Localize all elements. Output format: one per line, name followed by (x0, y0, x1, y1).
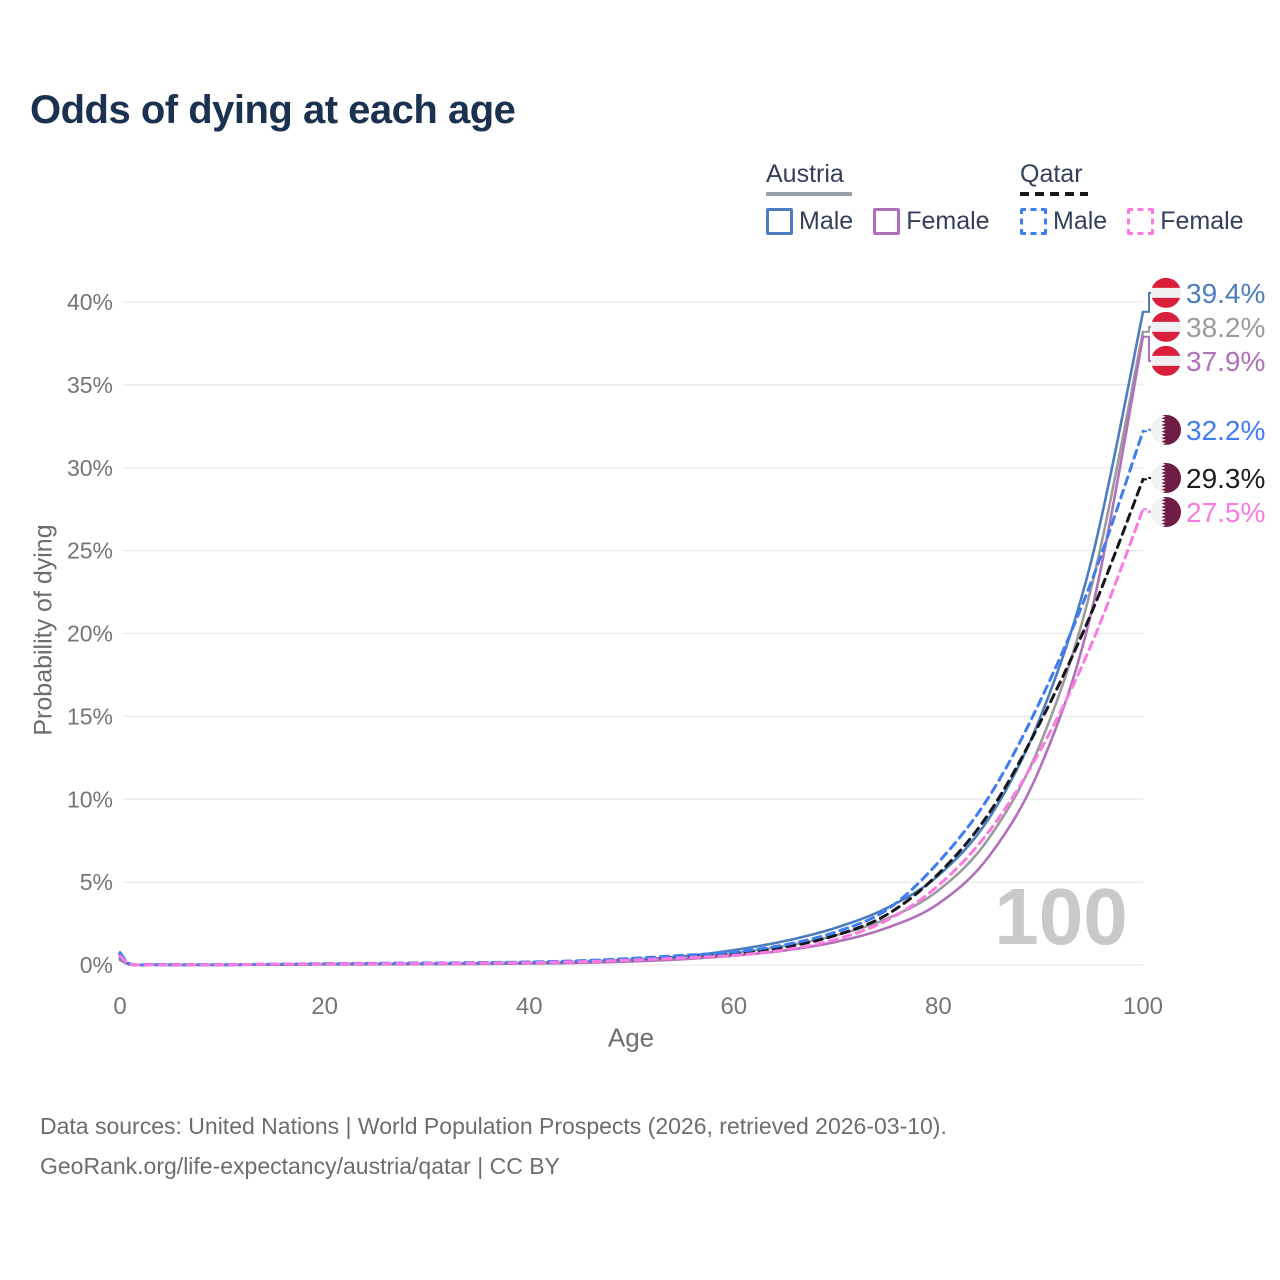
y-tick-label: 25% (67, 538, 113, 564)
austria-flag-icon (1151, 345, 1181, 376)
x-tick-label: 100 (1123, 993, 1163, 1020)
x-tick-label: 0 (113, 993, 126, 1020)
legend-item-label: Female (906, 207, 990, 235)
end-label-connector (1143, 325, 1152, 333)
legend-item-qatar-male[interactable]: Male (1020, 207, 1107, 236)
legend-heading-qatar[interactable]: Qatar (1020, 160, 1083, 188)
y-tick-label: 5% (80, 869, 113, 895)
legend-item-label: Male (1053, 207, 1108, 235)
end-label-connector (1143, 428, 1152, 433)
qatar-flag-icon (1151, 462, 1181, 493)
austria-flag-icon (1151, 277, 1181, 308)
end-label-connector (1143, 291, 1152, 313)
qatar-flag-icon (1151, 414, 1181, 445)
austria-male-swatch-icon (766, 208, 793, 235)
footer: Data sources: United Nations | World Pop… (40, 1106, 947, 1186)
qatar-flag-icon (1151, 496, 1181, 527)
austria-female-swatch-icon (873, 208, 901, 235)
y-tick-label: 0% (80, 952, 113, 978)
end-label-connector (1143, 477, 1152, 481)
x-tick-label: 20 (311, 993, 338, 1020)
end-value-label-qatar-male: 32.2% (1186, 415, 1265, 446)
end-value-label-austria-female: 37.9% (1186, 346, 1265, 377)
end-value-label-austria-all: 38.2% (1186, 312, 1265, 343)
legend-group-austria: Austria Male Female (766, 160, 990, 236)
legend-item-austria-female[interactable]: Female (873, 207, 990, 236)
end-value-label-qatar-female: 27.5% (1186, 497, 1265, 528)
x-tick-label: 60 (720, 993, 747, 1020)
austria-flag-icon (1151, 311, 1181, 342)
legend-group-qatar: Qatar Male Female (1020, 160, 1244, 236)
y-tick-label: 15% (67, 703, 113, 729)
series-line-austria-male (118, 310, 1145, 967)
footer-data-sources: Data sources: United Nations | World Pop… (40, 1113, 947, 1139)
x-tick-label: 40 (516, 993, 543, 1020)
qatar-male-swatch-icon (1020, 208, 1047, 235)
page-title: Odds of dying at each age (30, 88, 516, 132)
y-tick-label: 30% (67, 455, 113, 481)
end-label-connector (1143, 508, 1152, 513)
end-value-label-qatar-all: 29.3% (1186, 463, 1265, 494)
series-line-austria-all (118, 330, 1145, 967)
austria-solid-line-key (766, 192, 852, 196)
end-value-label-austria-male: 39.4% (1186, 278, 1265, 309)
series-line-qatar-male (118, 429, 1145, 967)
series-line-qatar-female (118, 507, 1145, 967)
qatar-female-swatch-icon (1127, 208, 1155, 235)
qatar-dashed-line-key (1020, 192, 1088, 196)
x-tick-label: 80 (925, 993, 952, 1020)
series-line-qatar-all (118, 477, 1145, 967)
age-watermark: 100 (994, 872, 1127, 961)
end-label-connector (1143, 335, 1152, 362)
y-tick-label: 10% (67, 786, 113, 812)
series-line-austria-female (118, 335, 1145, 967)
legend-heading-austria[interactable]: Austria (766, 160, 844, 188)
legend-item-austria-male[interactable]: Male (766, 207, 853, 236)
y-tick-label: 20% (67, 621, 113, 647)
legend-item-label: Female (1160, 207, 1244, 235)
legend-item-label: Male (799, 207, 854, 235)
x-axis-title: Age (607, 1022, 655, 1053)
footer-attribution: GeoRank.org/life-expectancy/austria/qata… (40, 1153, 560, 1179)
legend-item-qatar-female[interactable]: Female (1127, 207, 1244, 236)
y-tick-label: 35% (67, 372, 113, 398)
y-tick-label: 40% (67, 289, 113, 315)
